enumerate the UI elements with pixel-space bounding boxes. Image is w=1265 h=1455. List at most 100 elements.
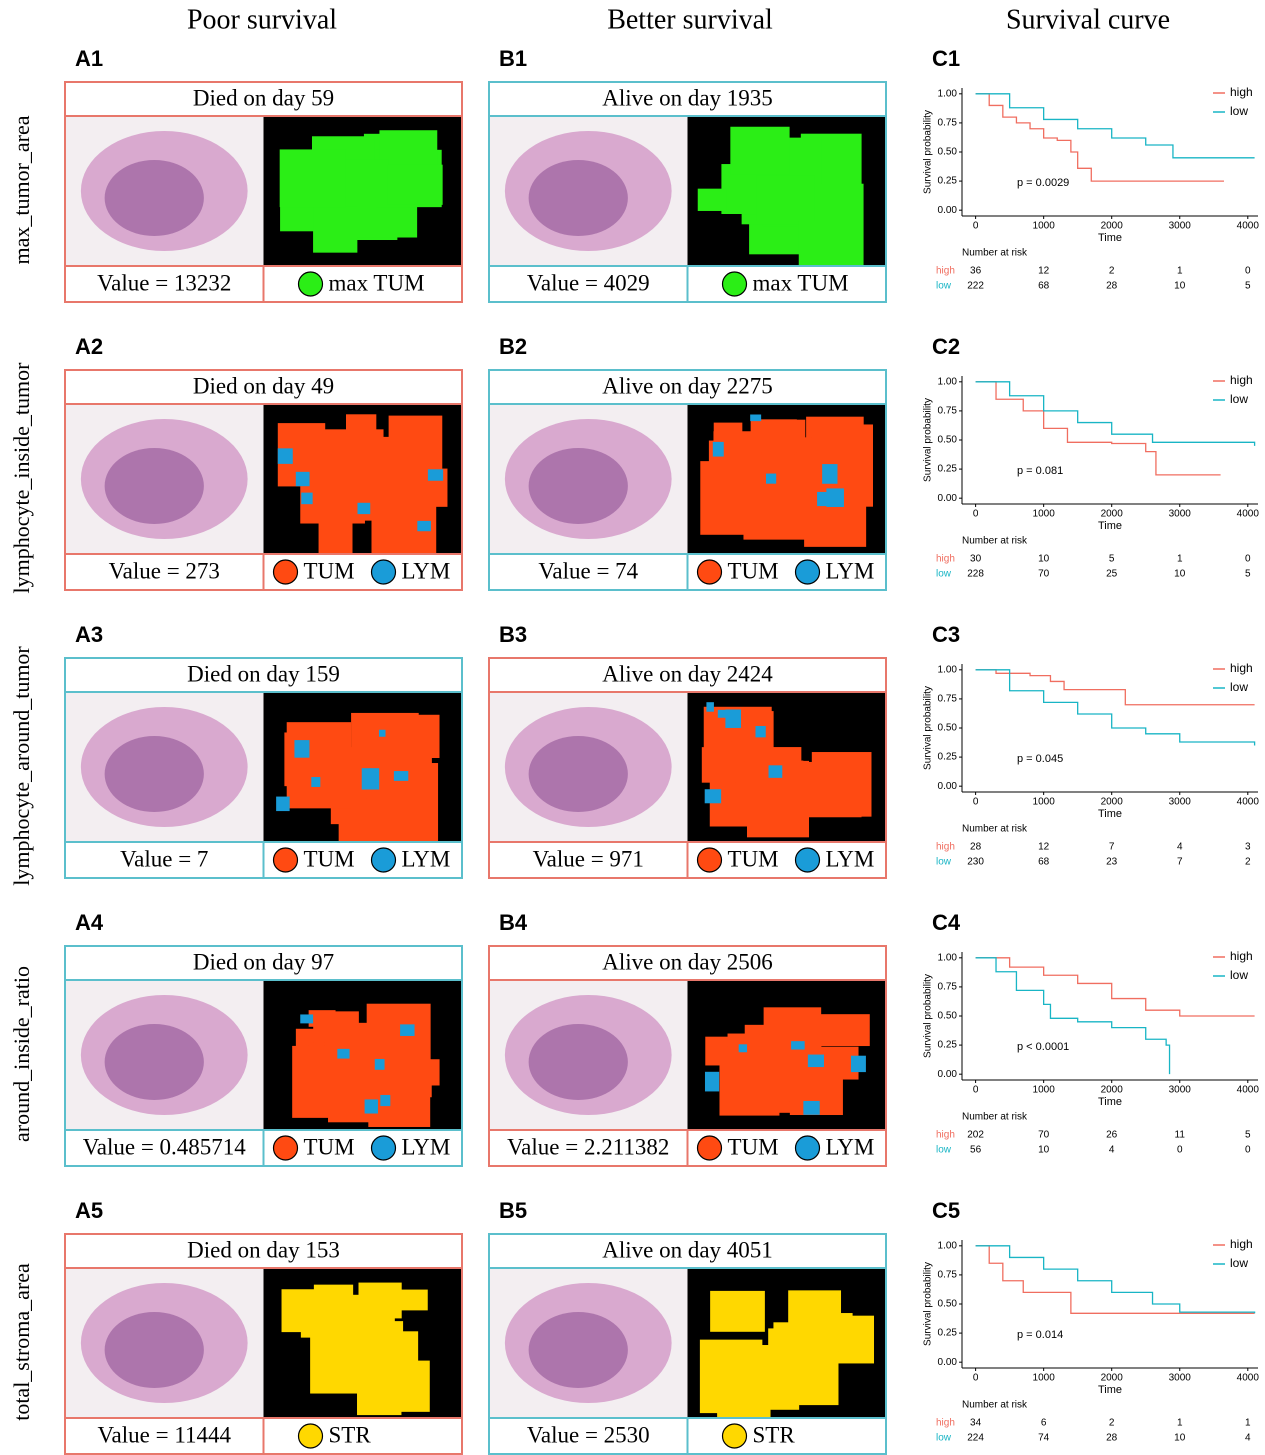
panel-value: Value = 4029: [527, 270, 650, 295]
x-tick-label: 3000: [1169, 221, 1192, 232]
panel-header: Died on day 153: [187, 1237, 340, 1262]
survival-curve: [976, 94, 1255, 158]
risk-count: 12: [1038, 842, 1050, 853]
mask-region: [362, 768, 379, 789]
risk-count: 28: [970, 842, 982, 853]
panel-label: A3: [75, 622, 103, 647]
x-tick-label: 0: [973, 1373, 979, 1384]
panel-label: B4: [499, 910, 528, 935]
mask-region: [401, 1290, 427, 1311]
risk-count: 0: [1245, 266, 1251, 277]
legend-label: TUM: [304, 1134, 355, 1159]
risk-count: 4: [1177, 842, 1183, 853]
x-tick-label: 0: [973, 221, 979, 232]
mask-region: [705, 789, 721, 803]
panel-header: Died on day 59: [193, 85, 334, 110]
mask-region: [325, 1035, 371, 1090]
mask-region: [700, 1340, 762, 1413]
mask-region: [759, 493, 809, 526]
mask-region: [759, 1034, 817, 1101]
risk-count: 70: [1038, 1130, 1050, 1141]
risk-count: 2: [1109, 1418, 1115, 1429]
mask-region: [817, 492, 830, 506]
legend-label: high: [1230, 85, 1253, 99]
survival-curve: [976, 958, 1255, 1016]
mask-region: [339, 160, 389, 198]
y-tick-label: 1.00: [938, 88, 958, 99]
legend-label: high: [1230, 1237, 1253, 1251]
risk-count: 68: [1038, 857, 1050, 868]
legend-label: LYM: [826, 1134, 875, 1159]
risk-count: 5: [1109, 554, 1115, 565]
mask-region: [793, 1321, 830, 1343]
legend-label: low: [1230, 1256, 1248, 1270]
x-tick-label: 3000: [1169, 509, 1192, 520]
legend-label: LYM: [826, 558, 875, 583]
panel-header: Alive on day 4051: [602, 1237, 773, 1262]
risk-group: low: [936, 1433, 952, 1444]
mask-region: [375, 1059, 385, 1070]
y-tick-label: 0.75: [938, 118, 958, 129]
risk-count: 6: [1041, 1418, 1047, 1429]
x-axis-label: Time: [1098, 1096, 1122, 1108]
legend-swatch: [372, 1136, 396, 1160]
row-label: lymphocyte_around_tumor: [9, 646, 34, 886]
legend-label: low: [1230, 104, 1248, 118]
risk-count: 1: [1177, 1418, 1183, 1429]
x-tick-label: 2000: [1101, 1085, 1124, 1096]
legend-swatch: [274, 848, 298, 872]
risk-count: 74: [1038, 1433, 1050, 1444]
x-tick-label: 3000: [1169, 797, 1192, 808]
panel-label: A2: [75, 334, 103, 359]
x-tick-label: 0: [973, 1085, 979, 1096]
risk-count: 11: [1175, 1130, 1186, 1141]
legend-label: LYM: [402, 846, 451, 871]
risk-count: 4: [1245, 1433, 1251, 1444]
risk-count: 10: [1174, 281, 1186, 292]
column-header: Poor survival: [187, 4, 337, 35]
mask-region: [713, 442, 724, 457]
x-tick-label: 4000: [1237, 1373, 1260, 1384]
y-tick-label: 0.00: [938, 1357, 958, 1368]
mask-region: [276, 797, 290, 812]
legend-swatch: [796, 1136, 820, 1160]
p-value: p = 0.014: [1017, 1329, 1063, 1341]
figure: Poor survivalBetter survivalSurvival cur…: [0, 0, 1265, 1455]
risk-count: 2: [1245, 857, 1251, 868]
risk-count: 36: [970, 266, 982, 277]
risk-count: 224: [967, 1433, 984, 1444]
x-tick-label: 4000: [1237, 797, 1260, 808]
y-tick-label: 1.00: [938, 376, 958, 387]
p-value: p = 0.081: [1017, 465, 1063, 477]
mask-region: [356, 1331, 419, 1369]
panel-header: Died on day 97: [193, 949, 334, 974]
risk-count: 28: [1106, 1433, 1118, 1444]
legend-swatch: [372, 848, 396, 872]
x-tick-label: 2000: [1101, 221, 1124, 232]
legend-label: LYM: [402, 1134, 451, 1159]
legend-label: LYM: [402, 558, 451, 583]
panel-value: Value = 2.211382: [507, 1134, 669, 1159]
legend-swatch: [372, 560, 396, 584]
risk-count: 2: [1109, 266, 1115, 277]
survival-curve: [976, 1246, 1255, 1313]
risk-count: 3: [1245, 842, 1251, 853]
tissue-dense: [105, 1024, 204, 1100]
risk-count: 0: [1245, 1145, 1251, 1156]
mask-region: [706, 702, 714, 712]
legend-swatch: [723, 1424, 747, 1448]
x-axis-label: Time: [1098, 808, 1122, 820]
x-tick-label: 0: [973, 509, 979, 520]
panel-label: C4: [932, 910, 961, 935]
y-tick-label: 1.00: [938, 952, 958, 963]
x-axis-label: Time: [1098, 1384, 1122, 1396]
mask-region: [750, 414, 761, 421]
panel-value: Value = 7: [120, 846, 208, 871]
mask-region: [365, 1099, 378, 1113]
x-tick-label: 2000: [1101, 509, 1124, 520]
y-axis-label: Survival probability: [923, 974, 934, 1058]
legend-swatch: [274, 560, 298, 584]
panel-label: A5: [75, 1198, 103, 1223]
legend-label: low: [1230, 968, 1248, 982]
y-tick-label: 0.75: [938, 982, 958, 993]
